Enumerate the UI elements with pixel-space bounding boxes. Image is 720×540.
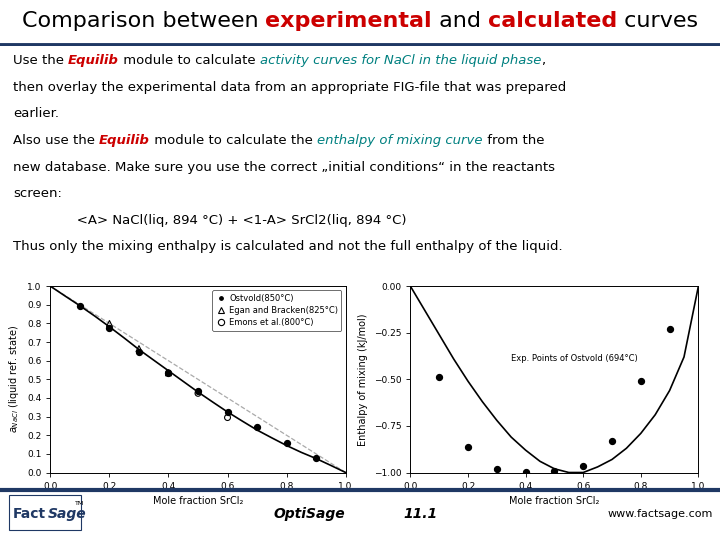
X-axis label: Mole fraction SrCl₂: Mole fraction SrCl₂ [509,496,600,506]
X-axis label: Mole fraction SrCl₂: Mole fraction SrCl₂ [153,496,243,506]
Point [491,464,503,473]
Point [163,368,174,377]
Point [534,473,546,482]
Text: new database. Make sure you use the correct „initial conditions“ in the reactant: new database. Make sure you use the corr… [13,161,555,174]
Text: curves: curves [617,11,698,31]
Bar [9,495,81,530]
Text: Use the: Use the [13,54,68,67]
Text: OptiSage: OptiSage [274,507,345,521]
Point [222,408,233,416]
Text: Exp. Points of Ostvold (694°C): Exp. Points of Ostvold (694°C) [511,354,638,363]
Text: Also use the: Also use the [13,134,99,147]
Point [606,436,618,445]
Text: and: and [432,11,488,31]
Point [222,413,233,422]
Point [163,368,174,377]
Text: <A> NaCl(liq, 894 °C) + <1-A> SrCl2(liq, 894 °C): <A> NaCl(liq, 894 °C) + <1-A> SrCl2(liq,… [13,214,407,227]
Point [520,468,531,476]
Text: Equilib: Equilib [68,54,119,67]
Point [133,345,145,353]
Point [192,387,204,396]
Point [281,438,292,447]
Point [664,325,675,333]
Text: module to calculate the: module to calculate the [150,134,318,147]
Text: Comparison between: Comparison between [22,11,266,31]
Text: experimental: experimental [266,11,432,31]
Legend: Ostvold(850°C), Egan and Bracken(825°C), Emons et al.(800°C): Ostvold(850°C), Egan and Bracken(825°C),… [212,291,341,330]
Point [310,453,322,462]
Point [251,422,263,431]
Point [635,377,647,386]
Text: Fact: Fact [13,507,46,521]
Point [163,368,174,377]
Text: screen:: screen: [13,187,62,200]
Text: ,: , [541,54,546,67]
Point [104,324,115,333]
Text: 11.1: 11.1 [403,507,437,521]
Text: from the: from the [482,134,544,147]
Point [192,389,204,397]
Text: earlier.: earlier. [13,107,59,120]
Point [133,347,145,356]
Text: module to calculate: module to calculate [119,54,260,67]
Text: Equilib: Equilib [99,134,150,147]
Point [462,443,474,451]
Point [549,467,560,475]
Text: calculated: calculated [488,11,617,31]
Point [433,372,445,381]
Text: then overlay the experimental data from an appropriate FIG-file that was prepare: then overlay the experimental data from … [13,81,566,94]
Point [104,319,115,328]
Point [577,462,589,470]
Y-axis label: $a_{NaCl}$ (liquid ref. state): $a_{NaCl}$ (liquid ref. state) [7,325,22,434]
Text: Sage: Sage [48,507,87,521]
Text: www.factsage.com: www.factsage.com [608,509,713,519]
Text: TM: TM [75,501,84,506]
Text: Thus only the mixing enthalpy is calculated and not the full enthalpy of the liq: Thus only the mixing enthalpy is calcula… [13,240,562,253]
Text: activity curves for NaCl in the liquid phase: activity curves for NaCl in the liquid p… [260,54,541,67]
Text: enthalpy of mixing curve: enthalpy of mixing curve [318,134,482,147]
Point [74,301,86,310]
Y-axis label: Enthalpy of mixing (kJ/mol): Enthalpy of mixing (kJ/mol) [358,313,368,446]
